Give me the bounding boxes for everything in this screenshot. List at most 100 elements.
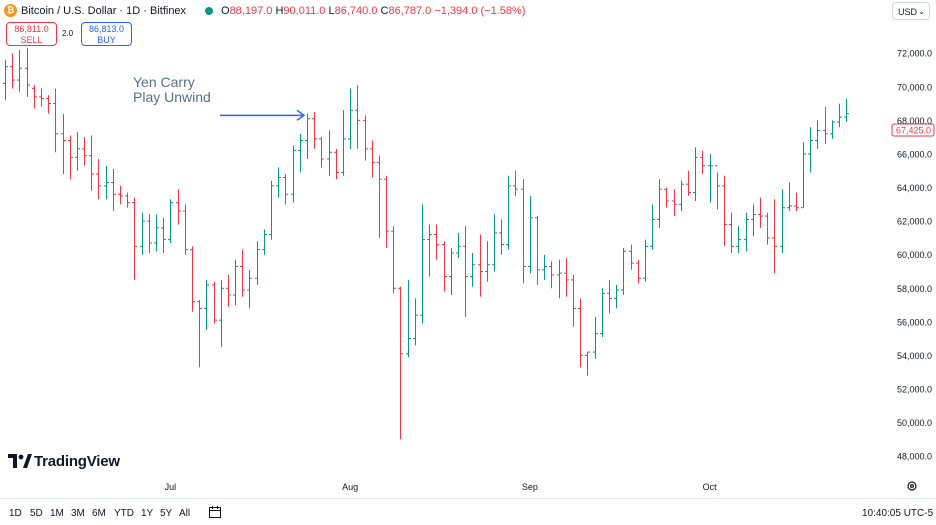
x-axis: Jul Aug Sep Oct [165, 482, 718, 492]
y-tick-label: 48,000.0 [897, 452, 932, 462]
ohlc-bar [837, 103, 842, 128]
ohlc-bar [664, 187, 669, 208]
symbol-title[interactable]: Bitcoin / U.S. Dollar · 1D · Bitfinex [21, 5, 187, 17]
ohlc-bar [3, 59, 8, 101]
ohlc-bar [650, 204, 655, 250]
ohlc-bar [132, 197, 137, 280]
calendar-range-icon[interactable] [208, 505, 222, 519]
ohlc-bar [643, 239, 648, 282]
ohlc-bar [161, 217, 166, 254]
y-tick-label: 68,000.0 [897, 116, 932, 126]
ohlc-bar [614, 284, 619, 309]
timeframe-ytd[interactable]: YTD [114, 508, 134, 519]
ohlc-bar [413, 298, 418, 346]
timeframe-all[interactable]: All [179, 508, 191, 519]
timeframe-1y[interactable]: 1Y [141, 508, 154, 519]
ohlc-bar [434, 224, 439, 260]
ohlc-bar [283, 174, 288, 205]
x-tick-label: Jul [165, 482, 177, 492]
ohlc-bar [53, 88, 58, 153]
timeframe-1m[interactable]: 1M [50, 508, 64, 519]
ohlc-bar [636, 259, 641, 284]
ohlc-bar [571, 274, 576, 327]
ohlc-bar [830, 120, 835, 139]
y-tick-label: 50,000.0 [897, 418, 932, 428]
ohlc-bar [363, 115, 368, 161]
currency-label: USD [898, 7, 918, 17]
ohlc-bar [427, 224, 432, 277]
ohlc-bar [823, 106, 828, 144]
high-key: H [275, 5, 284, 17]
ohlc-bar [204, 279, 209, 331]
ohlc-bar [758, 197, 763, 228]
ohlc-bar [140, 212, 145, 255]
buy-button[interactable]: 86,813.0 BUY [81, 22, 132, 46]
symbol-header: ₿ Bitcoin / U.S. Dollar · 1D · Bitfinex … [0, 0, 880, 22]
ohlc-bar [398, 286, 403, 440]
ohlc-bar [276, 167, 281, 198]
ohlc-bar [708, 153, 713, 203]
ohlc-bar [25, 48, 30, 97]
timeframe-5d[interactable]: 5D [30, 508, 43, 519]
x-tick-label: Oct [703, 482, 718, 492]
ohlc-bar [96, 158, 101, 200]
ohlc-bar [319, 137, 324, 168]
tradingview-logo-text: TradingView [34, 453, 120, 470]
ohlc-bar [355, 85, 360, 149]
close-value: 86,787.0 [388, 5, 432, 17]
x-tick-label: Sep [522, 482, 538, 492]
ohlc-bar [729, 212, 734, 254]
ohlc-bar [291, 145, 296, 203]
ohlc-bar [535, 216, 540, 285]
last-price-text: 67,425.0 [896, 126, 931, 136]
timeframe-3m[interactable]: 3M [71, 508, 85, 519]
buy-price: 86,813.0 [88, 24, 125, 34]
ohlc-bar [233, 259, 238, 306]
annotation-text-line1: Yen Carry [133, 74, 195, 90]
timeframe-1d[interactable]: 1D [9, 508, 22, 519]
ohlc-bar [607, 279, 612, 314]
ohlc-bar [75, 132, 80, 171]
tradingview-logo-icon [8, 454, 32, 468]
ohlc-bar [700, 150, 705, 175]
market-status-dot [205, 7, 213, 15]
ohlc-bar [585, 351, 590, 376]
ohlc-bar [226, 274, 231, 307]
ohlc-bar [485, 241, 490, 282]
gear-icon[interactable] [906, 480, 918, 492]
ohlc-bar [808, 127, 813, 173]
ohlc-bar [578, 298, 583, 368]
ohlc-bar [420, 204, 425, 324]
ohlc-bar [744, 212, 749, 252]
ohlc-bar [384, 175, 389, 248]
ohlc-bar [190, 246, 195, 312]
ohlc-bar [629, 244, 634, 270]
ohlc-bar [672, 189, 677, 217]
ohlc-bar [470, 253, 475, 287]
ohlc-bar [780, 189, 785, 254]
ohlc-bar [240, 249, 245, 297]
bitcoin-icon: ₿ [4, 4, 17, 17]
ohlc-bar [736, 226, 741, 254]
ohlc-bar [82, 137, 87, 166]
currency-selector[interactable]: USD ⌄ [892, 2, 930, 20]
ohlc-bar [262, 229, 267, 255]
ohlc-bar [600, 288, 605, 337]
y-tick-label: 56,000.0 [897, 317, 932, 327]
ohlc-bar [125, 192, 130, 208]
ohlc-bar [197, 300, 202, 368]
price-chart[interactable]: 48,000.0 50,000.0 52,000.0 54,000.0 56,000.0… [0, 0, 936, 498]
timeframe-6m[interactable]: 6M [92, 508, 106, 519]
ohlc-bar [39, 88, 44, 107]
timeframe-5y[interactable]: 5Y [160, 508, 173, 519]
sell-button[interactable]: 86,811.0 SELL [6, 22, 57, 46]
y-tick-label: 52,000.0 [897, 385, 932, 395]
ohlc-bars-layer [3, 48, 849, 440]
ohlc-bar [219, 279, 224, 348]
ohlc-bar [521, 179, 526, 284]
ohlc-bar [815, 120, 820, 149]
ohlc-bar [298, 133, 303, 173]
ohlc-bar [334, 148, 339, 180]
ohlc-bar [168, 199, 173, 243]
